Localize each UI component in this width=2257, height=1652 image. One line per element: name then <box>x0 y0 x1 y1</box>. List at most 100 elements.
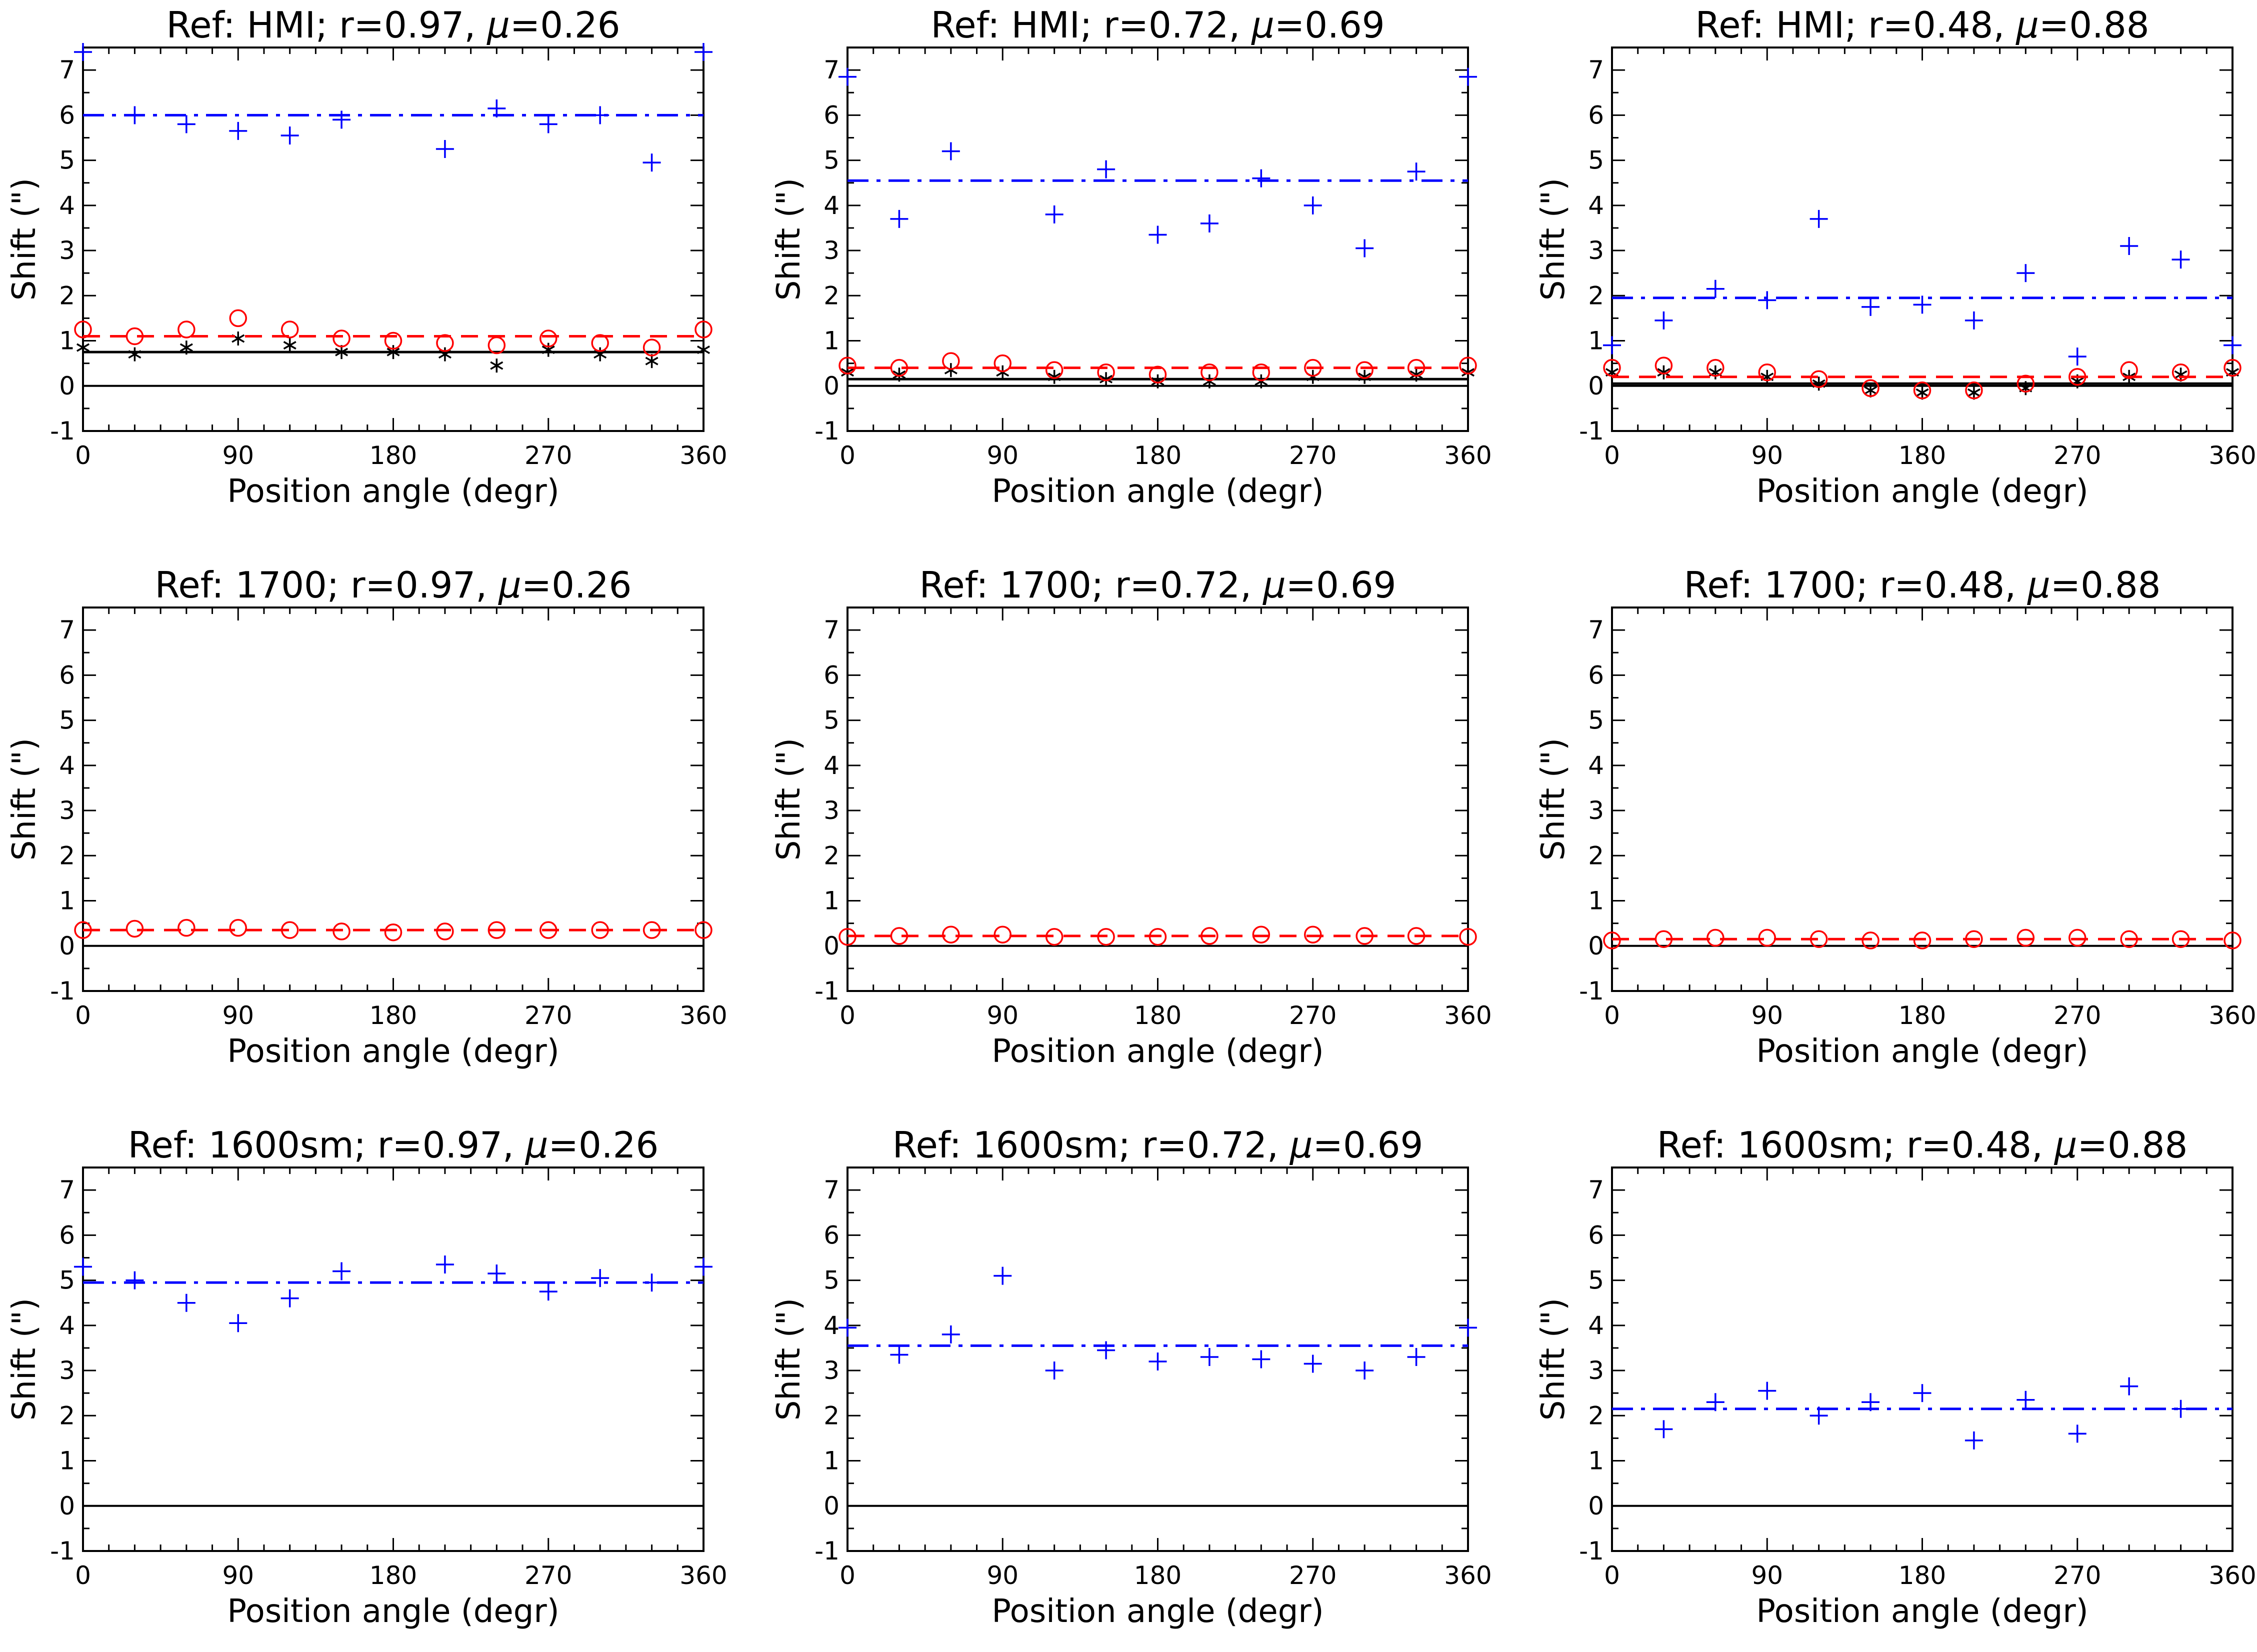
x-tick-label: 270 <box>524 1561 572 1590</box>
chart-title: Ref: HMI; r=0.72, μ=0.69 <box>930 4 1384 46</box>
y-tick-label: 2 <box>59 281 75 310</box>
blue-plus-point <box>1097 160 1116 178</box>
blue-plus-point <box>126 106 144 124</box>
red-circle-point <box>1810 930 1828 948</box>
red-circle-point <box>488 336 506 354</box>
red-circle-point <box>942 352 960 370</box>
y-tick-label: 0 <box>59 372 75 400</box>
x-tick-label: 90 <box>222 441 254 470</box>
blue-plus-point <box>942 142 960 160</box>
red-circle-point <box>2172 363 2190 382</box>
y-tick-label: 3 <box>1588 796 1604 825</box>
blue-plus-point <box>1654 311 1673 330</box>
blue-plus-point <box>994 1266 1012 1285</box>
y-tick-label: 6 <box>1588 660 1604 690</box>
blue-plus-point <box>2016 1390 2035 1409</box>
x-tick-label: 180 <box>1134 1001 1182 1030</box>
title-mu: μ <box>1290 1124 1313 1166</box>
red-circle-point <box>126 920 144 938</box>
y-tick-label: 5 <box>1588 706 1604 735</box>
blue-plus-point <box>1810 210 1828 228</box>
y-axis-label: Shift (") <box>6 178 43 300</box>
x-axis-label: Position angle (degr) <box>1756 1593 2088 1630</box>
black-asterisk-point <box>542 342 555 357</box>
red-circle-point <box>1654 930 1673 948</box>
red-circle-point <box>1252 926 1270 944</box>
black-asterisk-point <box>1916 386 1929 400</box>
red-circle-point <box>74 320 92 338</box>
red-circle-point <box>942 926 960 944</box>
title-prefix: Ref: 1700; r=0.97, <box>155 564 498 606</box>
red-circle-point <box>1758 363 1776 382</box>
red-circle-point <box>2224 932 2242 950</box>
y-tick-label: 2 <box>824 1401 840 1430</box>
black-asterisk-point <box>2226 365 2239 380</box>
x-axis-label: Position angle (degr) <box>227 1033 559 1070</box>
blue-plus-point <box>1654 1420 1673 1438</box>
x-tick-label: 180 <box>370 1001 417 1030</box>
y-tick-label: -1 <box>1579 416 1604 446</box>
red-circle-point <box>332 922 350 940</box>
x-axis-label: Position angle (degr) <box>1756 473 2088 510</box>
x-tick-label: 90 <box>222 1561 254 1590</box>
blue-plus-point <box>838 1318 856 1337</box>
y-tick-label: 7 <box>824 1176 840 1204</box>
y-tick-label: 6 <box>824 1220 840 1250</box>
blue-plus-point <box>1252 1350 1270 1368</box>
black-asterisk-point <box>1151 374 1164 388</box>
x-tick-label: 360 <box>2208 1001 2256 1030</box>
title-mu: μ <box>2054 1124 2078 1166</box>
y-tick-label: 6 <box>1588 100 1604 130</box>
red-circle-point <box>1148 928 1167 946</box>
blue-plus-point <box>74 43 92 62</box>
y-tick-label: -1 <box>814 1536 840 1566</box>
red-circle-point <box>488 921 506 939</box>
x-tick-label: 0 <box>840 441 856 470</box>
y-tick-label: -1 <box>814 416 840 446</box>
blue-plus-point <box>694 43 712 62</box>
blue-plus-point <box>1706 1393 1724 1412</box>
y-axis-label: Shift (") <box>770 738 808 860</box>
red-circle-point <box>280 320 299 338</box>
y-tick-label: 1 <box>824 886 840 916</box>
red-circle-point <box>994 926 1012 944</box>
black-asterisk-point <box>697 342 710 357</box>
black-asterisk-point <box>944 363 958 378</box>
title-prefix: Ref: HMI; r=0.97, <box>166 4 487 46</box>
y-tick-label: 4 <box>824 191 840 220</box>
y-tick-label: 2 <box>59 1401 75 1430</box>
y-tick-label: 2 <box>1588 281 1604 310</box>
red-circle-point <box>591 921 609 939</box>
red-circle-point <box>540 330 558 348</box>
title-mu: μ <box>1262 564 1286 606</box>
title-prefix: Ref: 1700; r=0.48, <box>1684 564 2028 606</box>
red-circle-point <box>1304 926 1322 944</box>
y-tick-label: 4 <box>59 191 75 220</box>
title-suffix: =0.88 <box>2050 564 2161 606</box>
blue-plus-point <box>1304 1354 1322 1373</box>
title-prefix: Ref: HMI; r=0.48, <box>1695 4 2016 46</box>
x-axis-label: Position angle (degr) <box>992 1033 1324 1070</box>
red-circle-point <box>229 309 247 328</box>
y-tick-label: 2 <box>1588 841 1604 870</box>
x-tick-label: 0 <box>75 1001 91 1030</box>
y-axis-label: Shift (") <box>1535 1298 1572 1420</box>
blue-plus-point <box>229 1314 248 1332</box>
red-circle-point <box>384 332 402 350</box>
red-circle-point <box>1706 358 1724 377</box>
blue-plus-point <box>74 1258 92 1276</box>
y-tick-label: 5 <box>824 1266 840 1295</box>
y-tick-label: 6 <box>1588 1220 1604 1250</box>
blue-plus-point <box>642 154 661 172</box>
y-tick-label: 4 <box>1588 191 1604 220</box>
red-circle-point <box>890 358 908 377</box>
blue-plus-point <box>2172 250 2190 269</box>
blue-plus-point <box>591 106 610 124</box>
blue-plus-point <box>126 1271 144 1290</box>
red-circle-point <box>1356 361 1374 379</box>
blue-plus-point <box>1252 169 1270 188</box>
